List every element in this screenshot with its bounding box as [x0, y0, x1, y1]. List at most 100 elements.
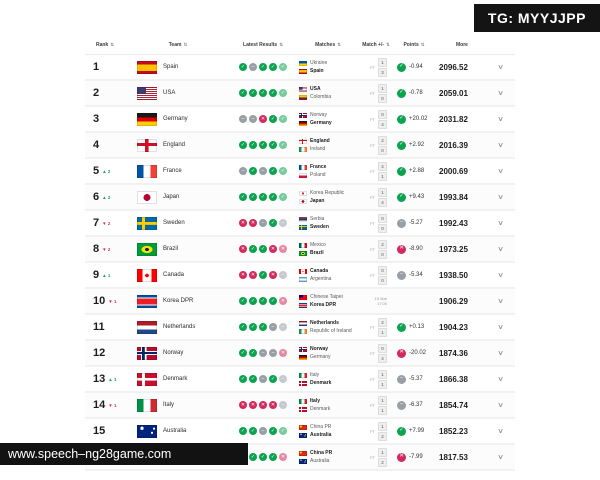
result-win-icon: ✓ [279, 115, 287, 123]
score-group: 1 3 [378, 57, 387, 77]
column-label: Rank [95, 42, 109, 48]
result-draw-icon: – [259, 349, 267, 357]
table-row[interactable]: 15 Australia ✓ ✓ – ✓ ✓ China PR Australia FT… [85, 419, 515, 445]
result-draw-icon: – [249, 63, 257, 71]
column-header-more[interactable]: More [437, 42, 487, 48]
column-header-team[interactable]: Team ⇅ [125, 42, 231, 48]
result-win-icon: ✓ [259, 245, 267, 253]
match-status: FT [370, 324, 375, 330]
result-win-icon: ✓ [239, 375, 247, 383]
result-draw-icon: – [269, 323, 277, 331]
match-home-flag-icon [299, 138, 307, 144]
match-away-flag-icon [299, 354, 307, 360]
match-away-name: Australia [310, 458, 330, 464]
table-row[interactable]: 2 USA ✓ ✓ ✓ ✓ ✓ USA Colombia FT 1 0 [85, 81, 515, 107]
table-row[interactable]: 9 ▲ 1 Canada ✕ ✕ ✓ ✕ – Canada Argentina FT 0… [85, 263, 515, 289]
result-win-icon: ✓ [259, 193, 267, 201]
table-row[interactable]: 8 ▼ 2 Brazil ✕ ✓ ✓ ✕ ✕ Mexico Brazil FT 2 0 [85, 237, 515, 263]
table-row[interactable]: 11 Netherlands ✓ ✓ ✓ – – Netherlands Republi… [85, 315, 515, 341]
table-row[interactable]: 6 ▲ 2 Japan ✓ ✓ ✓ ✓ ✓ Korea Republic Japan F… [85, 185, 515, 211]
points-value: 1854.74 [439, 400, 468, 410]
result-loss-icon: ✕ [259, 401, 267, 409]
column-header-matches[interactable]: Matches ⇅ [295, 42, 361, 48]
footer-url: www.speech–ng28game.com [8, 447, 172, 461]
result-draw-icon: – [259, 427, 267, 435]
team-flag-icon [137, 372, 157, 386]
home-score: 2 [378, 239, 387, 249]
result-loss-icon: ✕ [239, 219, 247, 227]
team-flag-icon [137, 86, 157, 100]
latest-results: ✕ ✕ ✓ ✕ – [231, 271, 295, 279]
table-row[interactable]: 12 Norway ✓ ✓ – – ✕ Norway Germany FT 0 4 [85, 341, 515, 367]
score-group: 1 1 [378, 369, 387, 389]
points-value: 1973.25 [439, 244, 468, 254]
chevron-down-icon[interactable]: ∨ [497, 272, 505, 279]
table-row[interactable]: 1 Spain ✓ – ✓ ✓ ✓ Ukraine Spain FT 1 3 [85, 55, 515, 81]
delta-icon: – [397, 270, 406, 280]
column-header-latest-results[interactable]: Latest Results ⇅ [231, 42, 295, 48]
column-header-points[interactable]: Points ⇅ [391, 42, 437, 48]
delta-cell: – -5.37 [391, 374, 437, 384]
column-label: Points [403, 42, 419, 48]
chevron-down-icon[interactable]: ∨ [497, 428, 505, 435]
points-value: 2016.39 [439, 140, 468, 150]
match-away-team: Korea DPR [299, 302, 336, 308]
chevron-down-icon[interactable]: ∨ [497, 454, 505, 461]
team-name: Brazil [163, 246, 179, 252]
rank-change: ▲ 1 [102, 272, 111, 278]
match-home-team: Norway [299, 346, 328, 352]
chevron-down-icon[interactable]: ∨ [497, 142, 505, 149]
match-home-name: China PR [310, 450, 333, 456]
chevron-down-icon[interactable]: ∨ [497, 402, 505, 409]
result-win-icon: ✓ [269, 193, 277, 201]
delta-cell: – -6.37 [391, 400, 437, 410]
chevron-down-icon[interactable]: ∨ [497, 324, 505, 331]
delta-value: +9.43 [409, 194, 425, 200]
table-row[interactable]: 4 England ✓ ✓ ✓ ✓ ✓ England Ireland FT 2 0 [85, 133, 515, 159]
chevron-down-icon[interactable]: ∨ [497, 90, 505, 97]
match-away-flag-icon [299, 94, 307, 100]
delta-cell: ✓ +2.92 [391, 140, 437, 150]
chevron-down-icon[interactable]: ∨ [497, 220, 505, 227]
match-status: FT [370, 376, 375, 382]
match-away-team: Argentina [299, 276, 331, 282]
points-value: 1852.23 [439, 426, 468, 436]
result-win-icon: ✓ [269, 375, 277, 383]
home-score: 0 [378, 343, 387, 353]
chevron-down-icon[interactable]: ∨ [497, 194, 505, 201]
table-row[interactable]: 13 ▲ 1 Denmark ✓ ✓ – ✓ – Italy Denmark FT 1 … [85, 367, 515, 393]
table-row[interactable]: 10 ▼ 1 Korea DPR ✓ ✓ ✓ ✓ ✕ Chinese Taipei Ko… [85, 289, 515, 315]
delta-value: -5.27 [409, 220, 423, 226]
delta-value: -7.99 [409, 454, 423, 460]
table-row[interactable]: 14 ▼ 1 Italy ✕ ✕ ✕ ✕ – Italy Denmark FT 1 1 [85, 393, 515, 419]
chevron-down-icon[interactable]: ∨ [497, 64, 505, 71]
match-away-name: Germany [310, 120, 332, 126]
chevron-down-icon[interactable]: ∨ [497, 350, 505, 357]
away-score: 0 [378, 223, 387, 233]
match-home-team: Chinese Taipei [299, 294, 343, 300]
match-home-name: Serbia [310, 216, 325, 222]
delta-icon: ✓ [397, 114, 406, 124]
rank-value: 1 [93, 61, 100, 73]
match-status: FT [370, 246, 375, 252]
table-row[interactable]: 5 ▲ 2 France – ✓ – ✓ ✓ France Poland FT 4 1 [85, 159, 515, 185]
delta-cell: ✓ +0.13 [391, 322, 437, 332]
delta-icon: ✓ [397, 322, 406, 332]
column-header-rank[interactable]: Rank ⇅ [85, 42, 125, 48]
result-win-icon: ✓ [249, 349, 257, 357]
table-row[interactable]: 7 ▼ 2 Sweden ✕ ✕ – ✓ – Serbia Sweden FT 0 0 [85, 211, 515, 237]
result-win-icon: ✓ [279, 427, 287, 435]
chevron-down-icon[interactable]: ∨ [497, 298, 505, 305]
column-header-match-delta[interactable]: Match +/- ⇅ [361, 42, 391, 48]
home-score: 4 [378, 161, 387, 171]
chevron-down-icon[interactable]: ∨ [497, 376, 505, 383]
result-loss-icon: ✕ [239, 401, 247, 409]
points-value: 1817.53 [439, 452, 468, 462]
score-group: 4 1 [378, 161, 387, 181]
result-loss-icon: ✕ [239, 245, 247, 253]
match-home-name: USA [310, 86, 321, 92]
chevron-down-icon[interactable]: ∨ [497, 168, 505, 175]
chevron-down-icon[interactable]: ∨ [497, 116, 505, 123]
table-row[interactable]: 3 Germany – – ✕ ✓ ✓ Norway Germany FT 0 4 [85, 107, 515, 133]
chevron-down-icon[interactable]: ∨ [497, 246, 505, 253]
